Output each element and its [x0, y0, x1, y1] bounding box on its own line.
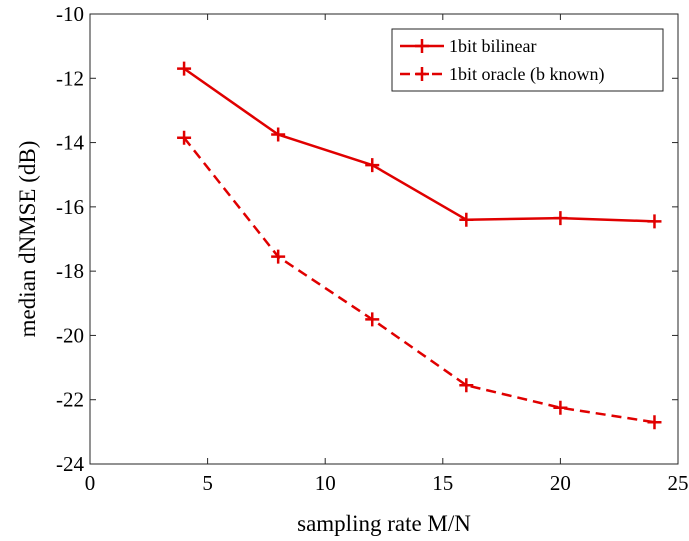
x-tick-label: 0 [85, 471, 96, 495]
y-tick-label: -22 [56, 388, 84, 412]
legend-marker [415, 39, 429, 53]
data-point [553, 400, 568, 415]
legend: 1bit bilinear 1bit oracle (b known) [391, 28, 664, 92]
y-tick-label: -16 [56, 195, 84, 219]
legend-box [391, 28, 664, 92]
y-axis-label: median dNMSE (dB) [15, 141, 40, 338]
data-point [365, 158, 380, 173]
x-tick-label: 5 [202, 471, 213, 495]
legend-item: 1bit bilinear [400, 36, 536, 56]
y-tick-label: -14 [56, 131, 84, 155]
x-tick-label: 10 [315, 471, 336, 495]
series-2 [177, 130, 662, 430]
y-tick-label: -24 [56, 452, 84, 476]
legend-label: 1bit oracle (b known) [449, 64, 604, 85]
data-point [271, 127, 286, 142]
series-1 [177, 61, 662, 229]
series-layer [177, 61, 662, 430]
data-point [365, 312, 380, 327]
data-point [271, 249, 286, 264]
x-axis: 0 5 10 15 20 25 [85, 14, 689, 495]
data-point [459, 378, 474, 393]
data-point [647, 415, 662, 430]
x-axis-label: sampling rate M/N [297, 511, 471, 536]
legend-marker [415, 67, 429, 81]
data-point [177, 61, 192, 76]
x-tick-label: 25 [668, 471, 689, 495]
series-line [183, 67, 655, 223]
y-tick-label: -18 [56, 259, 84, 283]
y-tick-label: -10 [56, 2, 84, 26]
data-point [459, 212, 474, 227]
legend-item: 1bit oracle (b known) [400, 64, 604, 85]
y-tick-label: -12 [56, 66, 84, 90]
legend-label: 1bit bilinear [449, 36, 536, 56]
y-tick-label: -20 [56, 323, 84, 347]
x-tick-label: 20 [550, 471, 571, 495]
data-point [177, 130, 192, 145]
data-point [647, 214, 662, 229]
data-point [553, 211, 568, 226]
x-tick-label: 15 [432, 471, 453, 495]
series-line [183, 136, 655, 424]
y-axis: -10 -12 -14 -16 -18 -20 -22 -24 [56, 2, 678, 476]
